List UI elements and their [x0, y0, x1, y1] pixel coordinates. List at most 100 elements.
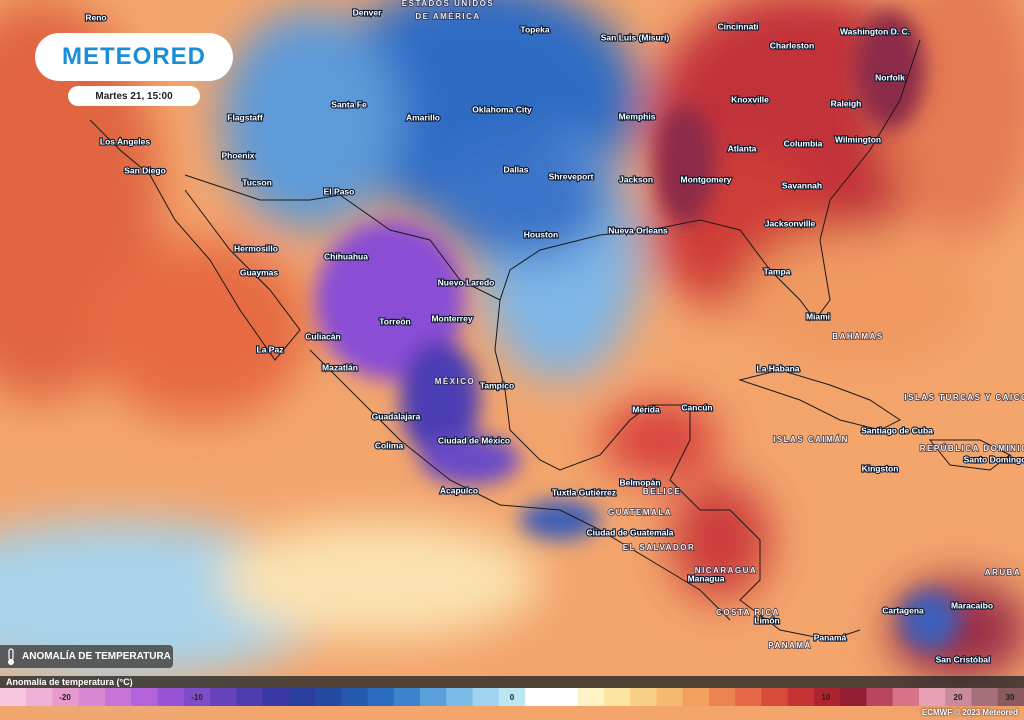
- legend-swatch: [52, 688, 80, 706]
- legend-swatch: [26, 688, 54, 706]
- city-label: San Diego: [124, 165, 166, 175]
- legend-swatch: [892, 688, 920, 706]
- legend-swatch: [0, 688, 27, 706]
- legend-swatch: [262, 688, 290, 706]
- legend-swatch: [78, 688, 106, 706]
- legend-swatch: [656, 688, 684, 706]
- city-label: Washington D. C.: [840, 26, 910, 36]
- city-label: Tucson: [242, 177, 272, 187]
- labels: Reno Denver Topeka San Luis (Misuri) Cincinn…: [84, 0, 1024, 665]
- city-label: Guadalajara: [372, 411, 421, 421]
- legend-swatch: [971, 688, 999, 706]
- legend-swatch: [997, 688, 1024, 706]
- city-label: Knoxville: [731, 94, 769, 104]
- legend-swatch: [630, 688, 657, 706]
- city-label: Raleigh: [831, 98, 862, 108]
- city-label: Acapulco: [440, 485, 478, 495]
- legend-swatch: [446, 688, 474, 706]
- city-label: Monterrey: [431, 313, 472, 323]
- legend-tick-label: 20: [954, 693, 963, 702]
- legend-swatch: [393, 688, 421, 706]
- city-label: Torreón: [379, 316, 410, 326]
- legend-swatch: [813, 688, 841, 706]
- city-label: Colima: [375, 440, 404, 450]
- legend-swatch: [472, 688, 500, 706]
- layer-name: ANOMALÍA DE TEMPERATURA: [22, 651, 171, 662]
- country-label: GUATEMALA: [608, 508, 672, 517]
- city-label: Topeka: [520, 24, 549, 34]
- forecast-time[interactable]: Martes 21, 15:00: [68, 86, 200, 106]
- city-label: San Luis (Misuri): [601, 32, 670, 42]
- city-label: Maracaibo: [951, 600, 993, 610]
- country-label: COSTA RICA: [716, 608, 780, 617]
- legend-swatch: [367, 688, 395, 706]
- legend-swatch: [210, 688, 237, 706]
- logo[interactable]: METEORED: [35, 33, 233, 81]
- city-label: La Habana: [757, 363, 800, 373]
- legend-swatch: [105, 688, 132, 706]
- layer-badge[interactable]: ANOMALÍA DE TEMPERATURA: [0, 645, 173, 668]
- city-label: Ciudad de México: [438, 435, 510, 445]
- legend-swatch: [341, 688, 369, 706]
- city-label: Tuxtla Gutiérrez: [552, 487, 616, 497]
- city-label: Culiacán: [305, 331, 340, 341]
- coastlines: [89, 39, 1011, 641]
- legend-swatch: [420, 688, 447, 706]
- credit: ECMWF © 2023 Meteored: [921, 708, 1018, 717]
- legend-swatch: [288, 688, 316, 706]
- legend-tick-label: 0: [510, 693, 515, 702]
- legend-swatch: [918, 688, 946, 706]
- city-label: Kingston: [862, 463, 899, 473]
- country-label: MÉXICO: [435, 377, 476, 386]
- legend-title: Anomalía de temperatura (°C): [0, 676, 1024, 688]
- city-label: Ciudad de Guatemala: [587, 527, 674, 537]
- city-label: Jacksonville: [765, 218, 816, 228]
- legend-tick-label: 30: [1006, 693, 1015, 702]
- legend-swatch: [525, 688, 552, 706]
- city-label: Denver: [353, 7, 383, 17]
- legend-swatch: [157, 688, 185, 706]
- legend-swatch: [577, 688, 605, 706]
- legend-swatch: [498, 688, 526, 706]
- city-label: Houston: [524, 229, 558, 239]
- legend-swatch: [866, 688, 894, 706]
- city-label: Flagstaff: [227, 112, 263, 122]
- legend-swatch: [708, 688, 736, 706]
- city-label: Montgomery: [681, 174, 732, 184]
- city-label: Shreveport: [549, 171, 594, 181]
- legend-swatch: [551, 688, 579, 706]
- legend-swatch: [682, 688, 710, 706]
- legend-swatch: [735, 688, 762, 706]
- city-label: Panamá: [814, 632, 847, 642]
- legend-swatch: [840, 688, 867, 706]
- country-label: ISLAS TURCAS Y CAICOS: [904, 393, 1024, 402]
- city-label: Atlanta: [728, 143, 757, 153]
- city-label: La Paz: [257, 344, 284, 354]
- legend-tick-label: -10: [191, 693, 203, 702]
- city-label: Columbia: [784, 138, 823, 148]
- legend-swatch: [761, 688, 789, 706]
- legend-scale: -20 -10 0 10 20 30: [0, 688, 1024, 706]
- city-label: Guaymas: [240, 267, 279, 277]
- legend-tick-label: -20: [59, 693, 71, 702]
- city-label: Jackson: [619, 174, 653, 184]
- legend-swatch: [183, 688, 211, 706]
- city-label: Reno: [85, 12, 106, 22]
- city-label: San Cristóbal: [936, 654, 991, 664]
- country-label: BAHAMAS: [832, 332, 883, 341]
- thermometer-icon: [8, 647, 14, 665]
- country-label: EL SALVADOR: [623, 543, 696, 552]
- legend-tick-label: 10: [822, 693, 831, 702]
- country-label: ESTADOS UNIDOS: [402, 0, 494, 8]
- city-label: Cincinnati: [717, 21, 758, 31]
- city-label: Memphis: [619, 111, 656, 121]
- city-label: Charleston: [770, 40, 814, 50]
- city-label: Amarillo: [406, 112, 440, 122]
- city-label: Chihuahua: [324, 251, 368, 261]
- country-label: BELICE: [643, 487, 681, 496]
- city-label: Hermosillo: [234, 243, 278, 253]
- city-label: Santiago de Cuba: [861, 425, 933, 435]
- city-label: Tampa: [764, 266, 791, 276]
